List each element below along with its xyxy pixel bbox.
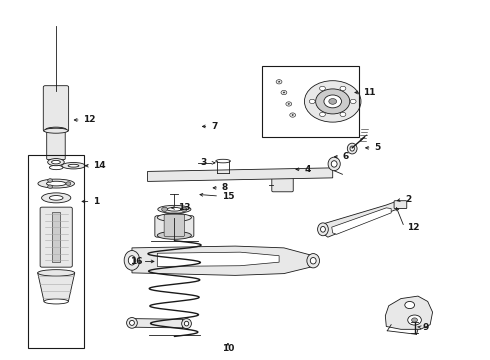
FancyBboxPatch shape — [40, 207, 73, 267]
Text: 16: 16 — [130, 257, 143, 266]
Bar — [52, 212, 60, 262]
Ellipse shape — [44, 128, 68, 133]
Ellipse shape — [162, 213, 187, 220]
Ellipse shape — [184, 321, 189, 326]
Ellipse shape — [68, 164, 79, 167]
Ellipse shape — [157, 213, 192, 221]
Text: 3: 3 — [200, 158, 206, 167]
Circle shape — [405, 301, 415, 309]
Circle shape — [408, 315, 421, 325]
Ellipse shape — [331, 161, 337, 167]
Circle shape — [324, 95, 342, 108]
Ellipse shape — [158, 205, 191, 213]
Circle shape — [350, 99, 356, 104]
Ellipse shape — [307, 253, 319, 268]
Bar — [28, 155, 84, 348]
Ellipse shape — [290, 113, 295, 117]
Ellipse shape — [182, 319, 192, 329]
Ellipse shape — [128, 256, 136, 265]
Ellipse shape — [124, 251, 140, 270]
FancyBboxPatch shape — [272, 177, 293, 192]
Circle shape — [309, 99, 315, 104]
Ellipse shape — [45, 127, 67, 133]
Circle shape — [340, 112, 346, 117]
Ellipse shape — [276, 80, 282, 84]
Polygon shape — [320, 202, 398, 237]
Polygon shape — [157, 252, 279, 266]
Polygon shape — [132, 319, 183, 328]
FancyBboxPatch shape — [394, 201, 407, 208]
Ellipse shape — [49, 195, 63, 200]
Circle shape — [316, 89, 350, 114]
Circle shape — [66, 182, 71, 185]
Bar — [262, 66, 360, 137]
FancyBboxPatch shape — [155, 216, 194, 237]
Polygon shape — [132, 246, 313, 275]
FancyBboxPatch shape — [47, 129, 65, 159]
Polygon shape — [38, 273, 74, 301]
Ellipse shape — [328, 157, 340, 171]
Ellipse shape — [167, 207, 182, 211]
Circle shape — [304, 81, 361, 122]
Text: 14: 14 — [93, 161, 106, 170]
Circle shape — [340, 86, 346, 91]
Ellipse shape — [42, 193, 71, 203]
Text: 11: 11 — [363, 88, 375, 97]
Text: 2: 2 — [405, 195, 411, 204]
Ellipse shape — [169, 215, 180, 218]
Text: 6: 6 — [343, 152, 349, 161]
Circle shape — [412, 318, 417, 322]
Text: 13: 13 — [178, 203, 190, 212]
Ellipse shape — [157, 231, 192, 239]
Text: 7: 7 — [211, 122, 217, 131]
Ellipse shape — [350, 146, 354, 151]
Ellipse shape — [318, 223, 328, 236]
Text: 12: 12 — [407, 222, 419, 231]
Ellipse shape — [38, 270, 74, 276]
Ellipse shape — [310, 257, 316, 264]
Ellipse shape — [44, 299, 69, 304]
Circle shape — [319, 86, 325, 91]
Circle shape — [48, 179, 52, 182]
FancyBboxPatch shape — [43, 86, 69, 131]
Ellipse shape — [62, 162, 85, 169]
Ellipse shape — [286, 102, 292, 106]
Text: 15: 15 — [221, 192, 234, 201]
Circle shape — [319, 112, 325, 117]
Ellipse shape — [281, 90, 287, 95]
Polygon shape — [385, 296, 433, 329]
FancyBboxPatch shape — [164, 215, 185, 237]
Circle shape — [329, 99, 337, 104]
Ellipse shape — [38, 179, 74, 188]
Ellipse shape — [47, 181, 66, 186]
Ellipse shape — [347, 143, 357, 154]
Circle shape — [162, 207, 168, 211]
Text: 12: 12 — [83, 116, 96, 125]
Text: 8: 8 — [221, 183, 228, 192]
Ellipse shape — [129, 320, 134, 325]
Polygon shape — [147, 168, 333, 181]
Circle shape — [48, 185, 52, 188]
Text: 1: 1 — [93, 197, 99, 206]
Text: 10: 10 — [222, 344, 234, 353]
Text: 9: 9 — [423, 323, 429, 332]
Ellipse shape — [126, 318, 137, 328]
Circle shape — [181, 207, 187, 211]
Ellipse shape — [320, 226, 325, 232]
Text: 5: 5 — [374, 143, 380, 152]
Polygon shape — [332, 208, 391, 234]
Ellipse shape — [51, 160, 60, 164]
Ellipse shape — [48, 158, 64, 166]
Text: 4: 4 — [304, 165, 311, 174]
